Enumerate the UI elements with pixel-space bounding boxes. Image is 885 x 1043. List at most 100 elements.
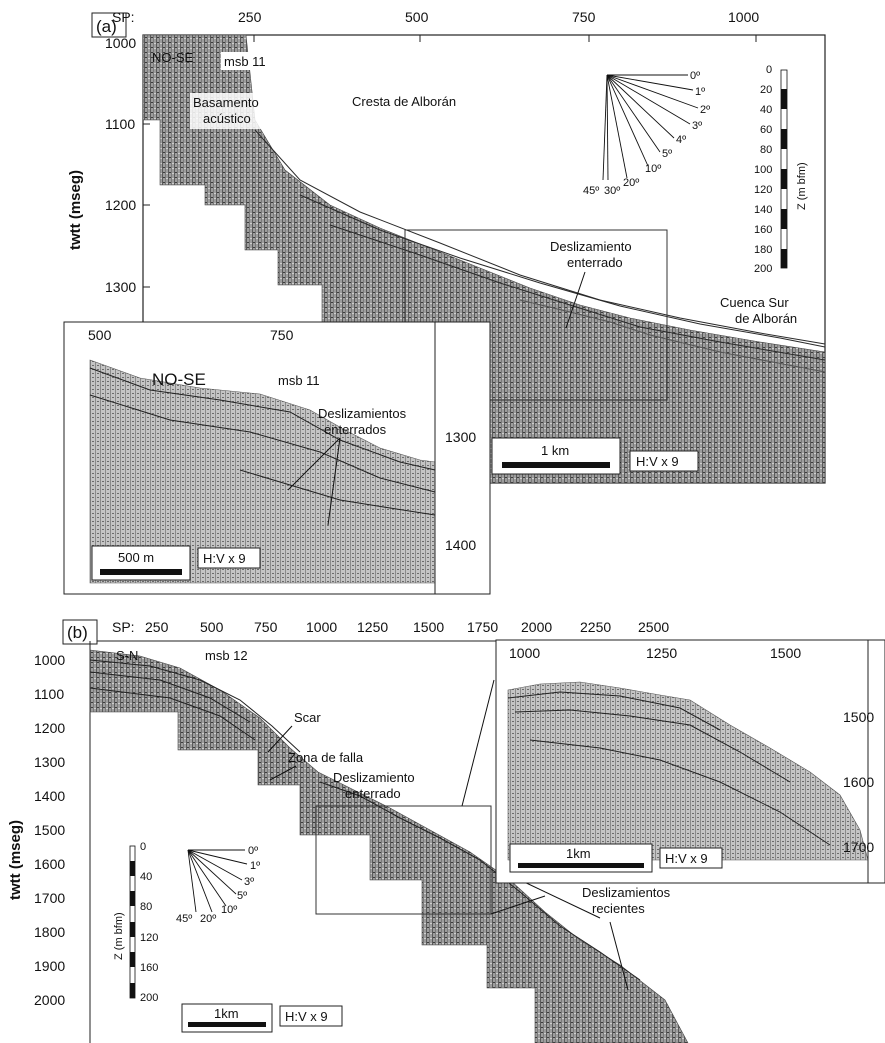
panel-b-slope-angle: 3º: [244, 876, 254, 888]
panel-a-basin-label: Cuenca Sur: [720, 295, 789, 310]
panel-b-slope-angle: 1º: [250, 860, 260, 872]
panel-b-depth-tick: 120: [140, 932, 158, 944]
panel-a-depth-tick: 180: [754, 244, 772, 256]
panel-a-slope-angle: 1º: [695, 86, 705, 98]
panel-b-y-tick: 1600: [34, 856, 65, 872]
panel-a-line-label-bg: [221, 52, 277, 70]
panel-b-sp-tick: 2250: [580, 619, 611, 635]
panel-b-inset-y-tick: 1500: [843, 709, 874, 725]
panel-b-direction-label: S-N: [116, 648, 138, 663]
panel-b-inset-y-tick: 1700: [843, 839, 874, 855]
panel-a: (a) SP: 250 500 750 1000 1000 1100 1200 …: [63, 9, 826, 595]
panel-b-scar-label: Scar: [294, 710, 321, 725]
panel-a-inset-y-tick: 1300: [445, 429, 476, 445]
panel-a-basin-label: de Alborán: [735, 311, 797, 326]
panel-a-exaggeration: H:V x 9: [636, 454, 679, 469]
panel-b-sp-tick: 500: [200, 619, 224, 635]
panel-b-sp-tick: 1000: [306, 619, 337, 635]
panel-b-recent-label: recientes: [592, 901, 645, 916]
panel-b-slope-fan: [187, 849, 248, 913]
panel-a-y-tick: 1300: [105, 279, 136, 295]
panel-a-seismic-section: [142, 34, 826, 484]
panel-b-y-tick: 1100: [34, 686, 64, 702]
panel-a-y-tick: 1000: [105, 35, 136, 51]
panel-a-slope-angle: 20º: [623, 177, 639, 189]
panel-b-inset-scale-label: 1km: [566, 846, 591, 861]
panel-b-scale-bar-box: [181, 1003, 273, 1033]
panel-a-depth-tick: 120: [754, 184, 772, 196]
panel-a-sp-label: SP:: [112, 9, 135, 25]
panel-a-letter-box: [91, 12, 127, 38]
panel-b-y-tick: 1800: [34, 924, 65, 940]
panel-a-inset-y-tick: 1400: [445, 537, 476, 553]
panel-a-inset-exaggeration-box: [197, 547, 261, 569]
panel-b-reflectors: [89, 659, 641, 981]
panel-a-inset-scale-bar: [100, 569, 182, 575]
panel-b-inset-reflectors: [507, 691, 831, 846]
panel-b-y-tick: 1000: [34, 652, 65, 668]
panel-a-depth-bar-fill: [781, 89, 787, 268]
panel-a-slope-angle: 10º: [645, 163, 661, 175]
panel-a-inset-slide-label: Deslizamientos: [318, 406, 407, 421]
panel-a-inset-sp-tick: 500: [88, 327, 112, 343]
panel-a-ridge-label: Cresta de Alborán: [352, 94, 456, 109]
panel-b-inset-y-tick: 1600: [843, 774, 874, 790]
panel-b-sp-tick: 1750: [467, 619, 498, 635]
panel-a-basement-label: acústico: [203, 111, 251, 126]
panel-b-sp-tick: 250: [145, 619, 169, 635]
panel-b-zoom-line: [490, 895, 546, 915]
panel-b-zoom-line: [461, 679, 495, 807]
panel-b-slide-label: enterrado: [345, 786, 401, 801]
panel-a-y-axis-title: twtt (mseg): [67, 170, 84, 250]
panel-b-depth-tick: 200: [140, 992, 158, 1004]
panel-b-y-tick: 1500: [34, 822, 65, 838]
panel-a-scale-bar: [502, 462, 610, 468]
panel-b-letter-box: [62, 619, 98, 645]
panel-b-inset-sp-tick: 1250: [646, 645, 677, 661]
panel-b-letter: (b): [67, 623, 88, 642]
panel-b-depth-title: Z (m bfm): [113, 912, 125, 960]
panel-b-sp-tick: 750: [254, 619, 278, 635]
panel-b-inset: 1000 1250 1500 1500 1600 1700 1km H:V x …: [495, 639, 885, 884]
panel-b-recent-label: Deslizamientos: [582, 885, 671, 900]
panel-b-sp-tick: 1250: [357, 619, 388, 635]
panel-a-y-tick: 1200: [105, 197, 136, 213]
panel-a-depth-tick: 20: [760, 84, 772, 96]
panel-a-scale-bar-label: 1 km: [541, 443, 569, 458]
panel-b-depth-tick: 40: [140, 871, 152, 883]
panel-a-sp-tick: 500: [405, 9, 429, 25]
panel-a-depth-tick: 40: [760, 104, 772, 116]
panel-b-recent-arrow: [609, 921, 629, 991]
panel-b-slope-angle: 10º: [221, 904, 237, 916]
panel-a-slide-box: [404, 229, 668, 401]
panel-a-slope-angle: 3º: [692, 120, 702, 132]
panel-b-depth-tick: 160: [140, 962, 158, 974]
panel-b-depth-tick: 80: [140, 901, 152, 913]
panel-b: (b) SP: 250 500 750 1000 1250 1500 1750 …: [7, 619, 885, 1043]
panel-a-depth-tick: 140: [754, 204, 772, 216]
panel-a-sp-tick: 1000: [728, 9, 759, 25]
panel-a-line-label: msb 11: [224, 54, 266, 69]
panel-a-slide-arrow: [565, 271, 586, 329]
panel-b-scale-bar-label: 1km: [214, 1006, 239, 1021]
panel-b-y-tick: 1200: [34, 720, 65, 736]
panel-a-inset-direction: NO-SE: [152, 370, 206, 389]
panel-b-inset-seismic: [507, 681, 869, 861]
panel-a-direction-label: NO-SE: [152, 50, 194, 65]
panel-b-exaggeration-box: [279, 1005, 343, 1027]
panel-b-inset-scale-bar: [518, 863, 644, 868]
panel-a-depth-tick: 160: [754, 224, 772, 236]
panel-a-inset-scale-label: 500 m: [118, 550, 154, 565]
panel-b-y-axis-title: twtt (mseg): [7, 820, 24, 900]
panel-a-inset-arrow: [327, 437, 341, 526]
panel-a-inset-exaggeration: H:V x 9: [203, 551, 246, 566]
panel-a-slope-angle: 4º: [676, 134, 686, 146]
panel-a-y-tick: 1100: [105, 116, 135, 132]
panel-b-scar-arrow: [267, 725, 293, 753]
panel-a-basement-bg: [190, 93, 266, 129]
panel-a-slope-fan: [602, 74, 699, 181]
panel-a-slope-angle: 5º: [662, 148, 672, 160]
panel-a-inset-slide-label: enterrados: [324, 422, 387, 437]
panel-b-recent-arrow: [519, 879, 601, 919]
panel-a-slope-angle: 45º: [583, 185, 599, 197]
